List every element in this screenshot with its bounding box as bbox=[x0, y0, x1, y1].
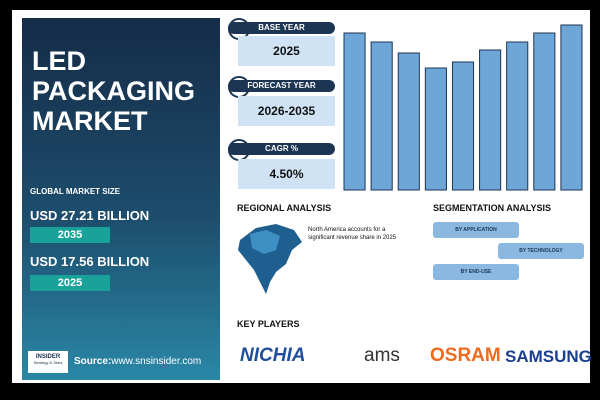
bar bbox=[560, 24, 583, 191]
card-value: 4.50% bbox=[238, 159, 335, 189]
source-url: www.snsinsider.com bbox=[111, 356, 202, 367]
bar bbox=[370, 41, 393, 191]
card-label: CAGR % bbox=[228, 143, 335, 155]
section-heading: KEY PLAYERS bbox=[237, 319, 300, 329]
source-label: Source: bbox=[74, 356, 112, 367]
section-heading: REGIONAL ANALYSIS bbox=[237, 203, 332, 213]
card-value: 2026-2035 bbox=[238, 96, 335, 126]
player: OSRAM bbox=[430, 345, 501, 366]
player: SAMSUNG bbox=[505, 347, 592, 366]
card-label: FORECAST YEAR bbox=[228, 80, 335, 92]
regional-note: North America accounts for a significant… bbox=[308, 227, 397, 241]
market-value: USD 17.56 BILLION bbox=[30, 254, 150, 269]
logo: INSIDER Strategy & Stats bbox=[28, 351, 68, 373]
bar bbox=[479, 49, 502, 191]
segment: BY APPLICATION bbox=[433, 222, 519, 238]
player: ams bbox=[364, 345, 400, 366]
market-size-label: GLOBAL MARKET SIZE bbox=[30, 187, 121, 196]
left-panel: LED PACKAGING MARKET GLOBAL MARKET SIZE … bbox=[22, 18, 220, 380]
bar-chart bbox=[343, 24, 583, 191]
title-line: PACKAGING bbox=[32, 76, 196, 106]
market-value: USD 27.21 BILLION bbox=[30, 208, 150, 223]
card-label: BASE YEAR bbox=[228, 22, 335, 34]
market-year: 2025 bbox=[30, 275, 110, 291]
segment: BY END-USE bbox=[433, 264, 519, 280]
section-heading: SEGMENTATION ANALYSIS bbox=[433, 203, 552, 213]
map bbox=[238, 224, 302, 294]
bar bbox=[424, 67, 447, 191]
infographic: LED PACKAGING MARKET GLOBAL MARKET SIZE … bbox=[12, 10, 592, 383]
title-line: LED bbox=[32, 46, 86, 76]
player: NICHIA bbox=[240, 345, 306, 366]
logo-text: INSIDER bbox=[35, 354, 61, 360]
logo-tagline: Strategy & Stats bbox=[33, 360, 63, 365]
map-highlight bbox=[250, 230, 280, 254]
market-year: 2035 bbox=[30, 227, 110, 243]
title-line: MARKET bbox=[32, 106, 148, 136]
bar bbox=[343, 32, 366, 191]
segment: BY TECHNOLOGY bbox=[498, 243, 584, 259]
bar bbox=[397, 52, 420, 191]
bar bbox=[451, 61, 475, 191]
card-value: 2025 bbox=[238, 36, 335, 66]
bar bbox=[533, 32, 556, 191]
source: Source:www.snsinsider.com bbox=[74, 356, 201, 367]
bar bbox=[506, 41, 529, 191]
